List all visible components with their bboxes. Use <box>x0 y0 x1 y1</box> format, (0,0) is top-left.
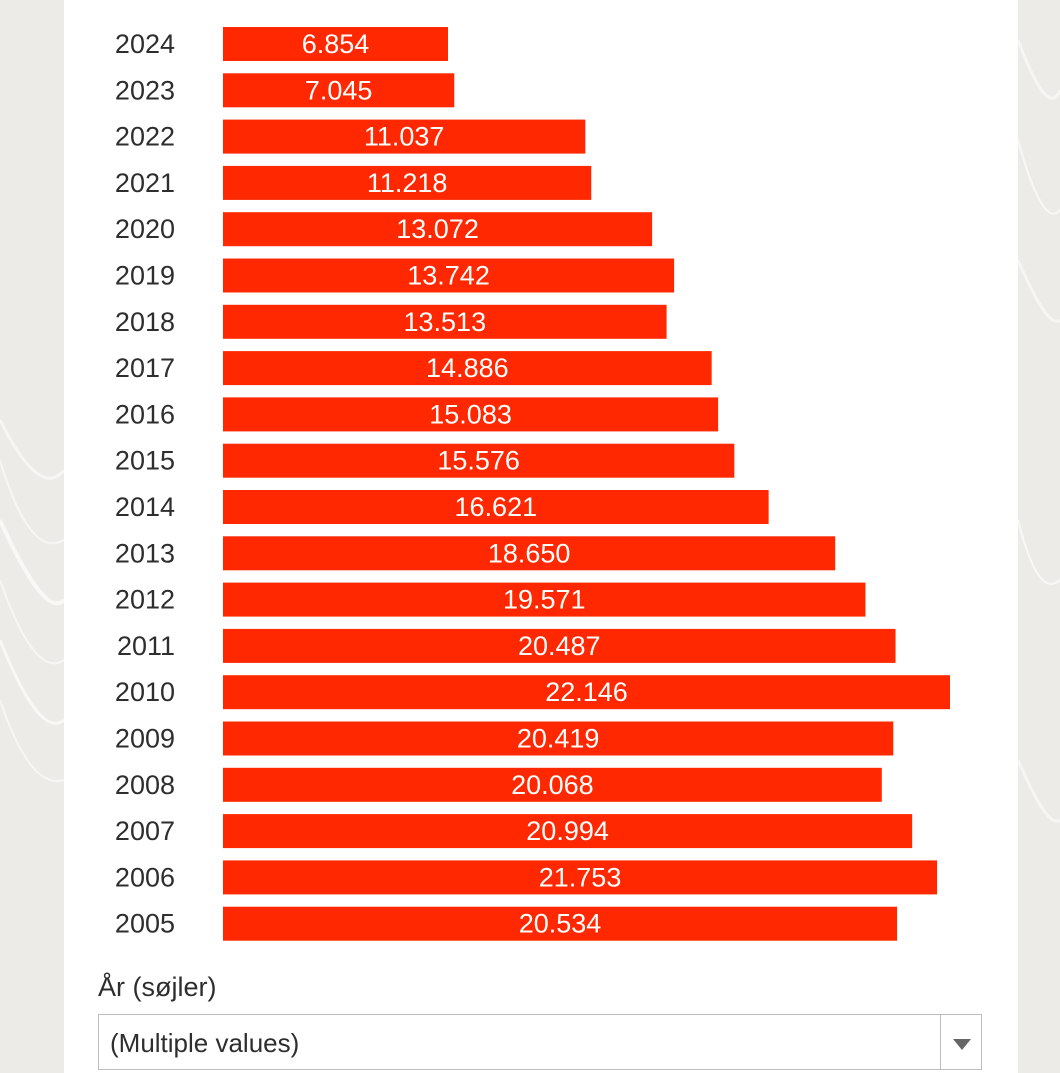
bar-2009[interactable] <box>223 721 894 756</box>
chevron-down-icon[interactable] <box>953 1039 971 1050</box>
bar-2019[interactable] <box>223 258 675 293</box>
year-filter-dropdown[interactable]: (Multiple values) <box>98 1014 982 1070</box>
category-label: 2012 <box>115 585 175 615</box>
bar-2021[interactable] <box>223 165 592 200</box>
data-label: 18.650 <box>488 538 571 568</box>
category-label: 2006 <box>115 862 175 892</box>
category-label: 2011 <box>117 631 175 661</box>
dropdown-selected-value: (Multiple values) <box>110 1028 300 1058</box>
bar-2011[interactable] <box>223 628 896 663</box>
bar-2010[interactable] <box>223 675 950 710</box>
bar-2020[interactable] <box>223 212 653 247</box>
category-label: 2016 <box>115 399 175 429</box>
category-label: 2015 <box>115 446 175 476</box>
category-label: 2014 <box>115 492 175 522</box>
bar-chart-svg: 2024 6.854 2023 7.045 2022 11.037 2021 11.218 20… <box>115 27 950 941</box>
bar-2014[interactable] <box>223 490 769 524</box>
data-label: 11.218 <box>367 168 448 198</box>
data-label: 20.534 <box>519 909 602 939</box>
data-label: 20.068 <box>511 770 594 800</box>
bar-2016[interactable] <box>223 397 719 432</box>
bar-2018[interactable] <box>223 304 667 339</box>
background-right <box>1018 0 1060 1073</box>
bar-2015[interactable] <box>223 443 735 478</box>
bar-2007[interactable] <box>223 814 913 849</box>
data-label: 13.513 <box>404 307 487 337</box>
background-left <box>0 0 64 1073</box>
data-label: 20.487 <box>518 631 601 661</box>
chart-panel: 2024 6.854 2023 7.045 2022 11.037 2021 11.218 20… <box>64 0 1018 1073</box>
bar-2005[interactable] <box>223 906 898 941</box>
category-label: 2021 <box>115 168 175 198</box>
bar-2017[interactable] <box>223 351 712 386</box>
data-label: 15.576 <box>437 446 520 476</box>
category-label: 2019 <box>115 261 175 291</box>
data-label: 21.753 <box>539 862 622 892</box>
dropdown-divider <box>940 1015 941 1069</box>
category-label: 2023 <box>115 75 175 105</box>
data-label: 16.621 <box>455 492 538 522</box>
category-label: 2008 <box>115 770 175 800</box>
data-label: 15.083 <box>429 399 512 429</box>
category-label: 2009 <box>115 724 175 754</box>
bar-2008[interactable] <box>223 767 882 802</box>
bar-2023[interactable] <box>223 73 455 108</box>
data-label: 14.886 <box>426 353 509 383</box>
bar-2024[interactable] <box>223 27 449 61</box>
category-label: 2020 <box>115 214 175 244</box>
data-label: 6.854 <box>302 29 370 59</box>
data-label: 22.146 <box>545 677 628 707</box>
data-label: 11.037 <box>364 122 445 152</box>
filter-label: År (søjler) <box>98 972 217 1002</box>
category-label: 2017 <box>115 353 175 383</box>
category-label: 2018 <box>115 307 175 337</box>
category-label: 2007 <box>115 816 175 846</box>
category-label: 2013 <box>115 538 175 568</box>
data-label: 20.419 <box>517 724 600 754</box>
bar-2012[interactable] <box>223 582 866 617</box>
bar-2006[interactable] <box>223 860 938 895</box>
bar-2022[interactable] <box>223 119 586 154</box>
category-label: 2024 <box>115 29 175 59</box>
data-label: 20.994 <box>526 816 609 846</box>
data-label: 19.571 <box>503 585 586 615</box>
category-label: 2010 <box>115 677 175 707</box>
category-label: 2022 <box>115 122 175 152</box>
bar-chart: 2024 6.854 2023 7.045 2022 11.037 2021 11.218 20… <box>64 0 1018 960</box>
data-label: 13.072 <box>396 214 479 244</box>
data-label: 7.045 <box>305 75 373 105</box>
bar-2013[interactable] <box>223 536 836 571</box>
category-label: 2005 <box>115 909 175 939</box>
data-label: 13.742 <box>407 261 490 291</box>
